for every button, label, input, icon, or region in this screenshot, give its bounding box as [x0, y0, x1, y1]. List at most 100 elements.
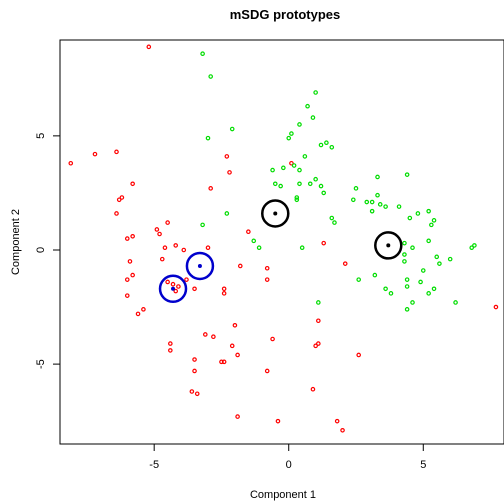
red-data-point	[127, 259, 133, 264]
green-data-point	[294, 197, 300, 203]
green-data-point	[305, 103, 310, 109]
green-data-point	[313, 90, 318, 95]
red-data-point	[192, 368, 197, 374]
red-data-point	[275, 418, 281, 424]
red-data-point	[130, 272, 135, 278]
red-data-point	[211, 334, 216, 340]
green-data-point	[297, 181, 302, 187]
green-data-point	[453, 300, 458, 305]
red-data-point	[310, 386, 316, 392]
red-data-point	[116, 197, 122, 203]
red-data-point	[176, 284, 181, 289]
green-data-point	[205, 135, 211, 141]
red-data-point	[124, 277, 130, 282]
red-data-point	[159, 256, 165, 262]
green-data-point	[404, 172, 410, 177]
green-data-point	[229, 126, 235, 132]
red-data-point	[146, 44, 152, 50]
prototype-center	[171, 286, 176, 291]
red-data-point	[168, 341, 173, 346]
red-data-point	[130, 181, 135, 187]
green-data-point	[291, 163, 297, 168]
green-data-point	[289, 131, 294, 136]
plot-frame	[59, 39, 504, 445]
red-data-point	[321, 240, 327, 246]
green-data-point	[297, 122, 302, 127]
green-data-point	[404, 307, 410, 312]
green-data-point	[426, 291, 431, 296]
green-data-point	[410, 245, 415, 251]
red-data-point	[227, 170, 232, 175]
red-data-point	[270, 336, 275, 342]
green-data-point	[437, 261, 442, 266]
red-data-point	[246, 229, 251, 235]
red-data-point	[92, 151, 98, 157]
green-data-point	[299, 245, 305, 251]
green-data-point	[256, 245, 262, 251]
green-data-point	[318, 183, 324, 189]
green-data-point	[431, 218, 437, 223]
red-data-point	[221, 359, 227, 365]
red-data-point	[119, 195, 125, 200]
red-data-point	[192, 357, 197, 362]
green-data-point	[383, 286, 388, 292]
prototypes-layer	[158, 199, 403, 304]
green-data-point	[329, 215, 335, 221]
red-data-point	[356, 352, 361, 358]
red-data-point	[340, 428, 345, 433]
prototype-ring	[374, 231, 403, 260]
green-data-point	[447, 256, 453, 262]
red-data-point	[154, 227, 160, 232]
red-data-point	[162, 245, 168, 251]
red-data-point	[264, 368, 270, 374]
red-data-point	[173, 243, 179, 248]
green-data-point	[281, 165, 286, 171]
green-data-point	[310, 115, 316, 120]
red-data-point	[208, 186, 213, 191]
red-data-point	[124, 293, 130, 298]
red-data-point	[232, 323, 238, 328]
green-data-point	[364, 199, 370, 205]
green-data-point	[434, 254, 440, 260]
red-data-point	[205, 245, 211, 251]
prototype-ring	[158, 274, 188, 304]
green-data-point	[200, 222, 205, 228]
red-data-point	[203, 332, 208, 337]
red-data-point	[264, 265, 270, 271]
red-data-point	[289, 160, 294, 166]
green-data-point	[388, 291, 394, 296]
prototype-center	[273, 211, 278, 216]
chart-title: mSDG prototypes	[230, 7, 341, 22]
red-data-point	[237, 263, 243, 269]
green-data-point	[426, 238, 431, 244]
red-data-point	[224, 154, 230, 159]
red-data-point	[130, 233, 135, 239]
red-data-point	[194, 391, 200, 397]
green-data-point	[404, 284, 410, 289]
green-data-point	[402, 252, 407, 257]
green-data-point	[410, 300, 415, 305]
red-data-point	[173, 288, 179, 294]
green-data-point	[307, 181, 313, 187]
y-axis: -5 0 5	[35, 133, 60, 369]
red-data-point	[170, 281, 176, 287]
green-data-point	[318, 142, 324, 148]
green-data-point	[208, 74, 213, 79]
red-data-point	[334, 418, 340, 424]
red-data-point	[135, 311, 141, 317]
green-data-point	[472, 243, 477, 248]
green-data-point	[402, 259, 407, 264]
x-axis-label: Component 1	[250, 489, 316, 501]
green-data-point	[329, 144, 335, 150]
red-data-point	[219, 359, 224, 365]
green-data-point	[278, 183, 283, 189]
red-data-point	[141, 307, 146, 312]
red-data-point	[264, 277, 270, 282]
red-data-point	[189, 389, 195, 394]
green-data-point	[469, 245, 475, 251]
prototype-center	[386, 243, 391, 248]
red-data-point	[221, 291, 227, 296]
red-data-point	[168, 348, 173, 353]
green-data-point	[404, 277, 410, 282]
